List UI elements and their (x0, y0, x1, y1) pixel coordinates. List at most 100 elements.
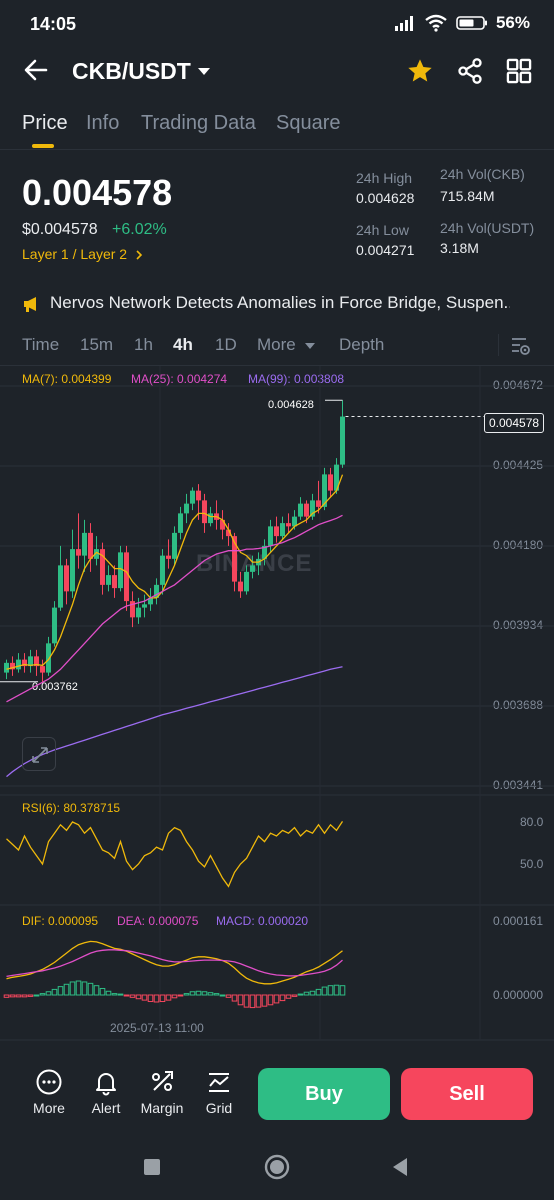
candle-body (340, 416, 345, 465)
candle-body (268, 526, 273, 546)
margin-percent-icon (152, 1071, 173, 1091)
star-icon[interactable] (406, 57, 434, 85)
category-tags: Layer 1 / Layer 2 (22, 246, 128, 262)
macd-histogram-bar (57, 986, 64, 996)
candle-body (154, 584, 159, 598)
candle-body (208, 513, 213, 524)
expand-chart-button[interactable] (22, 737, 56, 771)
macd-histogram-bar (159, 994, 166, 1003)
page-tabs: Price Info Trading Data Square (0, 100, 554, 150)
candle-body (304, 503, 309, 517)
high-label: 24h High (356, 170, 413, 186)
candle-body (70, 549, 75, 592)
news-banner[interactable]: Nervos Network Detects Anomalies in Forc… (0, 284, 554, 324)
candle-body (226, 529, 231, 537)
high-value: 0.004628 (356, 190, 415, 206)
home-circle-icon[interactable] (264, 1154, 290, 1180)
macd-histogram-bar (129, 994, 136, 998)
alert-button[interactable]: Alert (81, 1068, 131, 1116)
candle-body (202, 500, 207, 524)
pair-title: CKB/USDT (72, 58, 191, 84)
macd-histogram-bar (291, 994, 298, 997)
candle-body (322, 474, 327, 507)
chart-settings-icon[interactable] (510, 335, 532, 357)
macd-histogram-bar (15, 994, 22, 998)
low-value: 0.004271 (356, 242, 415, 258)
macd-histogram-bar (45, 991, 52, 996)
candle-body (118, 552, 123, 589)
margin-button[interactable]: Margin (137, 1068, 187, 1116)
interval-more-label: More (257, 335, 296, 354)
macd-histogram-bar (9, 994, 16, 998)
macd-histogram-bar (111, 993, 118, 996)
share-icon[interactable] (456, 57, 484, 85)
macd-histogram-bar (105, 990, 112, 996)
back-arrow-icon[interactable] (22, 58, 50, 82)
rsi-label: RSI(6): 80.378715 (22, 801, 121, 815)
bottom-action-bar: More Alert Margin Grid Buy Sell (0, 1050, 554, 1140)
macd-histogram-bar (327, 985, 334, 996)
high-marker: 0.004628 (268, 399, 314, 411)
y-tick-2: 0.004425 (493, 458, 544, 472)
interval-time[interactable]: Time (22, 335, 60, 354)
candle-body (220, 519, 225, 530)
macd-histogram-bar (213, 993, 220, 996)
candle-body (238, 581, 243, 592)
low-marker: 0.003762 (32, 681, 78, 693)
grid-menu-icon[interactable] (505, 57, 533, 85)
buy-button[interactable]: Buy (258, 1068, 390, 1120)
more-dots-icon (36, 1069, 62, 1095)
macd-histogram-bar (147, 994, 154, 1003)
interval-more[interactable]: More (257, 335, 316, 355)
macd-histogram-bar (237, 994, 244, 1006)
category-tags-link[interactable]: Layer 1 / Layer 2 (22, 246, 144, 262)
grid-button[interactable]: Grid (194, 1068, 244, 1116)
macd-histogram-bar (243, 994, 250, 1008)
interval-toolbar: Time 15m 1h 4h 1D More Depth (0, 326, 554, 366)
candle-body (298, 503, 303, 517)
recents-square-icon[interactable] (143, 1158, 161, 1176)
interval-1h[interactable]: 1h (134, 335, 153, 354)
macd-histogram-bar (51, 988, 58, 996)
vol-base-value: 715.84M (440, 188, 495, 204)
macd-histogram-bar (267, 994, 274, 1006)
candle-body (76, 549, 81, 556)
macd-histogram-bar (27, 994, 34, 997)
macd-histogram-bar (285, 994, 292, 999)
tab-trading-data[interactable]: Trading Data (141, 112, 256, 134)
tab-info[interactable]: Info (86, 112, 120, 134)
macd-histogram-bar (39, 993, 46, 996)
interval-4h[interactable]: 4h (173, 335, 193, 354)
macd-dif-line (6, 940, 343, 985)
active-tab-indicator (32, 144, 54, 148)
vol-base-label: 24h Vol(CKB) (440, 166, 525, 182)
caret-down-icon (305, 342, 316, 349)
tab-price[interactable]: Price (22, 112, 68, 134)
candle-body (310, 500, 315, 517)
tab-square[interactable]: Square (276, 112, 341, 134)
y-tick-6: 0.003441 (493, 778, 544, 792)
pair-selector[interactable]: CKB/USDT (72, 58, 211, 85)
macd-histogram-bar (87, 982, 94, 996)
macd-histogram-bar (69, 981, 76, 996)
more-button[interactable]: More (24, 1068, 74, 1116)
macd-histogram-bar (195, 990, 202, 996)
candle-body (16, 659, 21, 670)
macd-value-label: MACD: 0.000020 (216, 914, 309, 928)
interval-1d[interactable]: 1D (215, 335, 237, 354)
candle-body (244, 571, 249, 592)
status-icons: 56% (394, 13, 530, 33)
ma7-label: MA(7): 0.004399 (22, 372, 112, 386)
candle-body (22, 659, 27, 667)
candle-body (280, 523, 285, 537)
macd-histogram-bar (201, 991, 208, 996)
chart-canvas[interactable] (0, 366, 554, 1046)
expand-icon (32, 747, 48, 763)
chevron-right-icon (136, 250, 143, 260)
interval-15m[interactable]: 15m (80, 335, 114, 354)
back-triangle-icon[interactable] (391, 1157, 409, 1177)
sell-button[interactable]: Sell (401, 1068, 533, 1120)
status-time: 14:05 (30, 14, 77, 34)
interval-depth[interactable]: Depth (339, 335, 385, 354)
macd-histogram-bar (165, 994, 172, 1001)
